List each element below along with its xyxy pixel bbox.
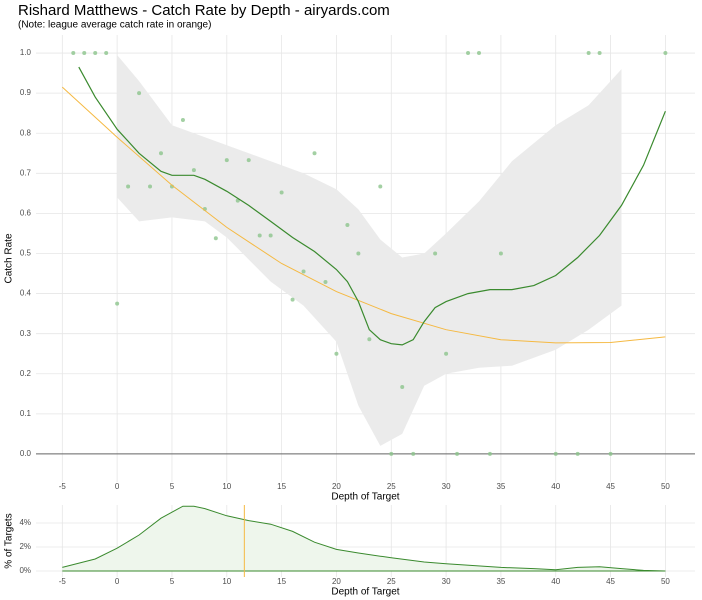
x-tick-label: 40: [551, 482, 560, 491]
y-axis-title: Catch Rate: [4, 233, 15, 283]
point: [93, 51, 98, 56]
x-tick-label: 30: [442, 577, 451, 586]
point: [411, 451, 416, 456]
point: [246, 158, 251, 163]
league-average-line: [61, 86, 666, 344]
point: [663, 51, 668, 56]
y-tick-label: 0.9: [20, 88, 32, 97]
point: [433, 251, 438, 256]
point: [455, 451, 460, 456]
x-tick-label: 5: [170, 482, 175, 491]
x-tick-label: 40: [551, 577, 560, 586]
point: [213, 236, 218, 241]
x-tick-label: 25: [387, 482, 396, 491]
y-tick-label: 0.2: [20, 369, 32, 378]
point: [148, 184, 153, 189]
x-axis-title: Depth of Target: [331, 587, 399, 598]
x-tick-label: 20: [332, 577, 341, 586]
point: [115, 301, 120, 306]
point: [191, 168, 196, 173]
point: [444, 351, 449, 356]
x-tick-label: 45: [606, 577, 615, 586]
x-tick-label: 25: [387, 577, 396, 586]
x-tick-label: 10: [222, 577, 231, 586]
point: [137, 91, 142, 96]
x-tick-label: 50: [661, 577, 670, 586]
point: [279, 190, 284, 195]
point: [608, 451, 613, 456]
point: [301, 269, 306, 274]
x-tick-label: -5: [59, 577, 67, 586]
point: [71, 51, 76, 56]
y-axis-title: % of Targets: [4, 513, 15, 568]
point: [82, 51, 87, 56]
y-tick-label: 4%: [19, 518, 31, 527]
point: [498, 251, 503, 256]
y-tick-label: 1.0: [20, 48, 32, 57]
x-tick-label: 0: [115, 482, 120, 491]
point: [257, 233, 262, 238]
x-tick-label: 35: [496, 482, 505, 491]
y-tick-label: 2%: [19, 542, 31, 551]
point: [180, 117, 185, 122]
point: [312, 151, 317, 156]
point: [159, 151, 164, 156]
point: [268, 233, 273, 238]
x-tick-label: 0: [115, 577, 120, 586]
x-tick-label: 35: [496, 577, 505, 586]
point: [389, 451, 394, 456]
chart-subtitle: (Note: league average catch rate in oran…: [18, 20, 211, 31]
point: [345, 223, 350, 228]
point: [400, 384, 405, 389]
point: [378, 184, 383, 189]
x-tick-label: -5: [59, 482, 67, 491]
point: [290, 297, 295, 302]
x-tick-label: 20: [332, 482, 341, 491]
point: [466, 51, 471, 56]
x-axis-title: Depth of Target: [331, 492, 399, 503]
point: [367, 337, 372, 342]
point: [575, 451, 580, 456]
y-tick-label: 0.3: [20, 329, 32, 338]
y-tick-label: 0.6: [20, 209, 32, 218]
y-tick-label: 0%: [19, 566, 31, 575]
point: [586, 51, 591, 56]
x-tick-label: 30: [442, 482, 451, 491]
x-tick-label: 15: [277, 577, 286, 586]
y-tick-label: 0.1: [20, 409, 32, 418]
x-tick-label: 10: [222, 482, 231, 491]
chart-title: Rishard Matthews - Catch Rate by Depth -…: [18, 2, 390, 19]
density-area: [62, 506, 666, 571]
y-tick-label: 0.0: [20, 449, 32, 458]
point: [487, 451, 492, 456]
y-tick-label: 0.4: [20, 289, 32, 298]
x-tick-label: 5: [170, 577, 175, 586]
x-tick-label: 45: [606, 482, 615, 491]
point: [323, 279, 328, 284]
point: [126, 184, 131, 189]
density-line: [62, 505, 666, 572]
point: [597, 51, 602, 56]
confidence-band: [117, 55, 622, 446]
point: [553, 451, 558, 456]
smooth-line: [78, 66, 666, 346]
point: [224, 158, 229, 163]
point: [356, 251, 361, 256]
y-tick-label: 0.5: [20, 249, 32, 258]
y-tick-label: 0.8: [20, 128, 32, 137]
x-tick-label: 15: [277, 482, 286, 491]
point: [476, 51, 481, 56]
y-tick-label: 0.7: [20, 168, 32, 177]
point: [334, 351, 339, 356]
point: [104, 51, 109, 56]
x-tick-label: 50: [661, 482, 670, 491]
